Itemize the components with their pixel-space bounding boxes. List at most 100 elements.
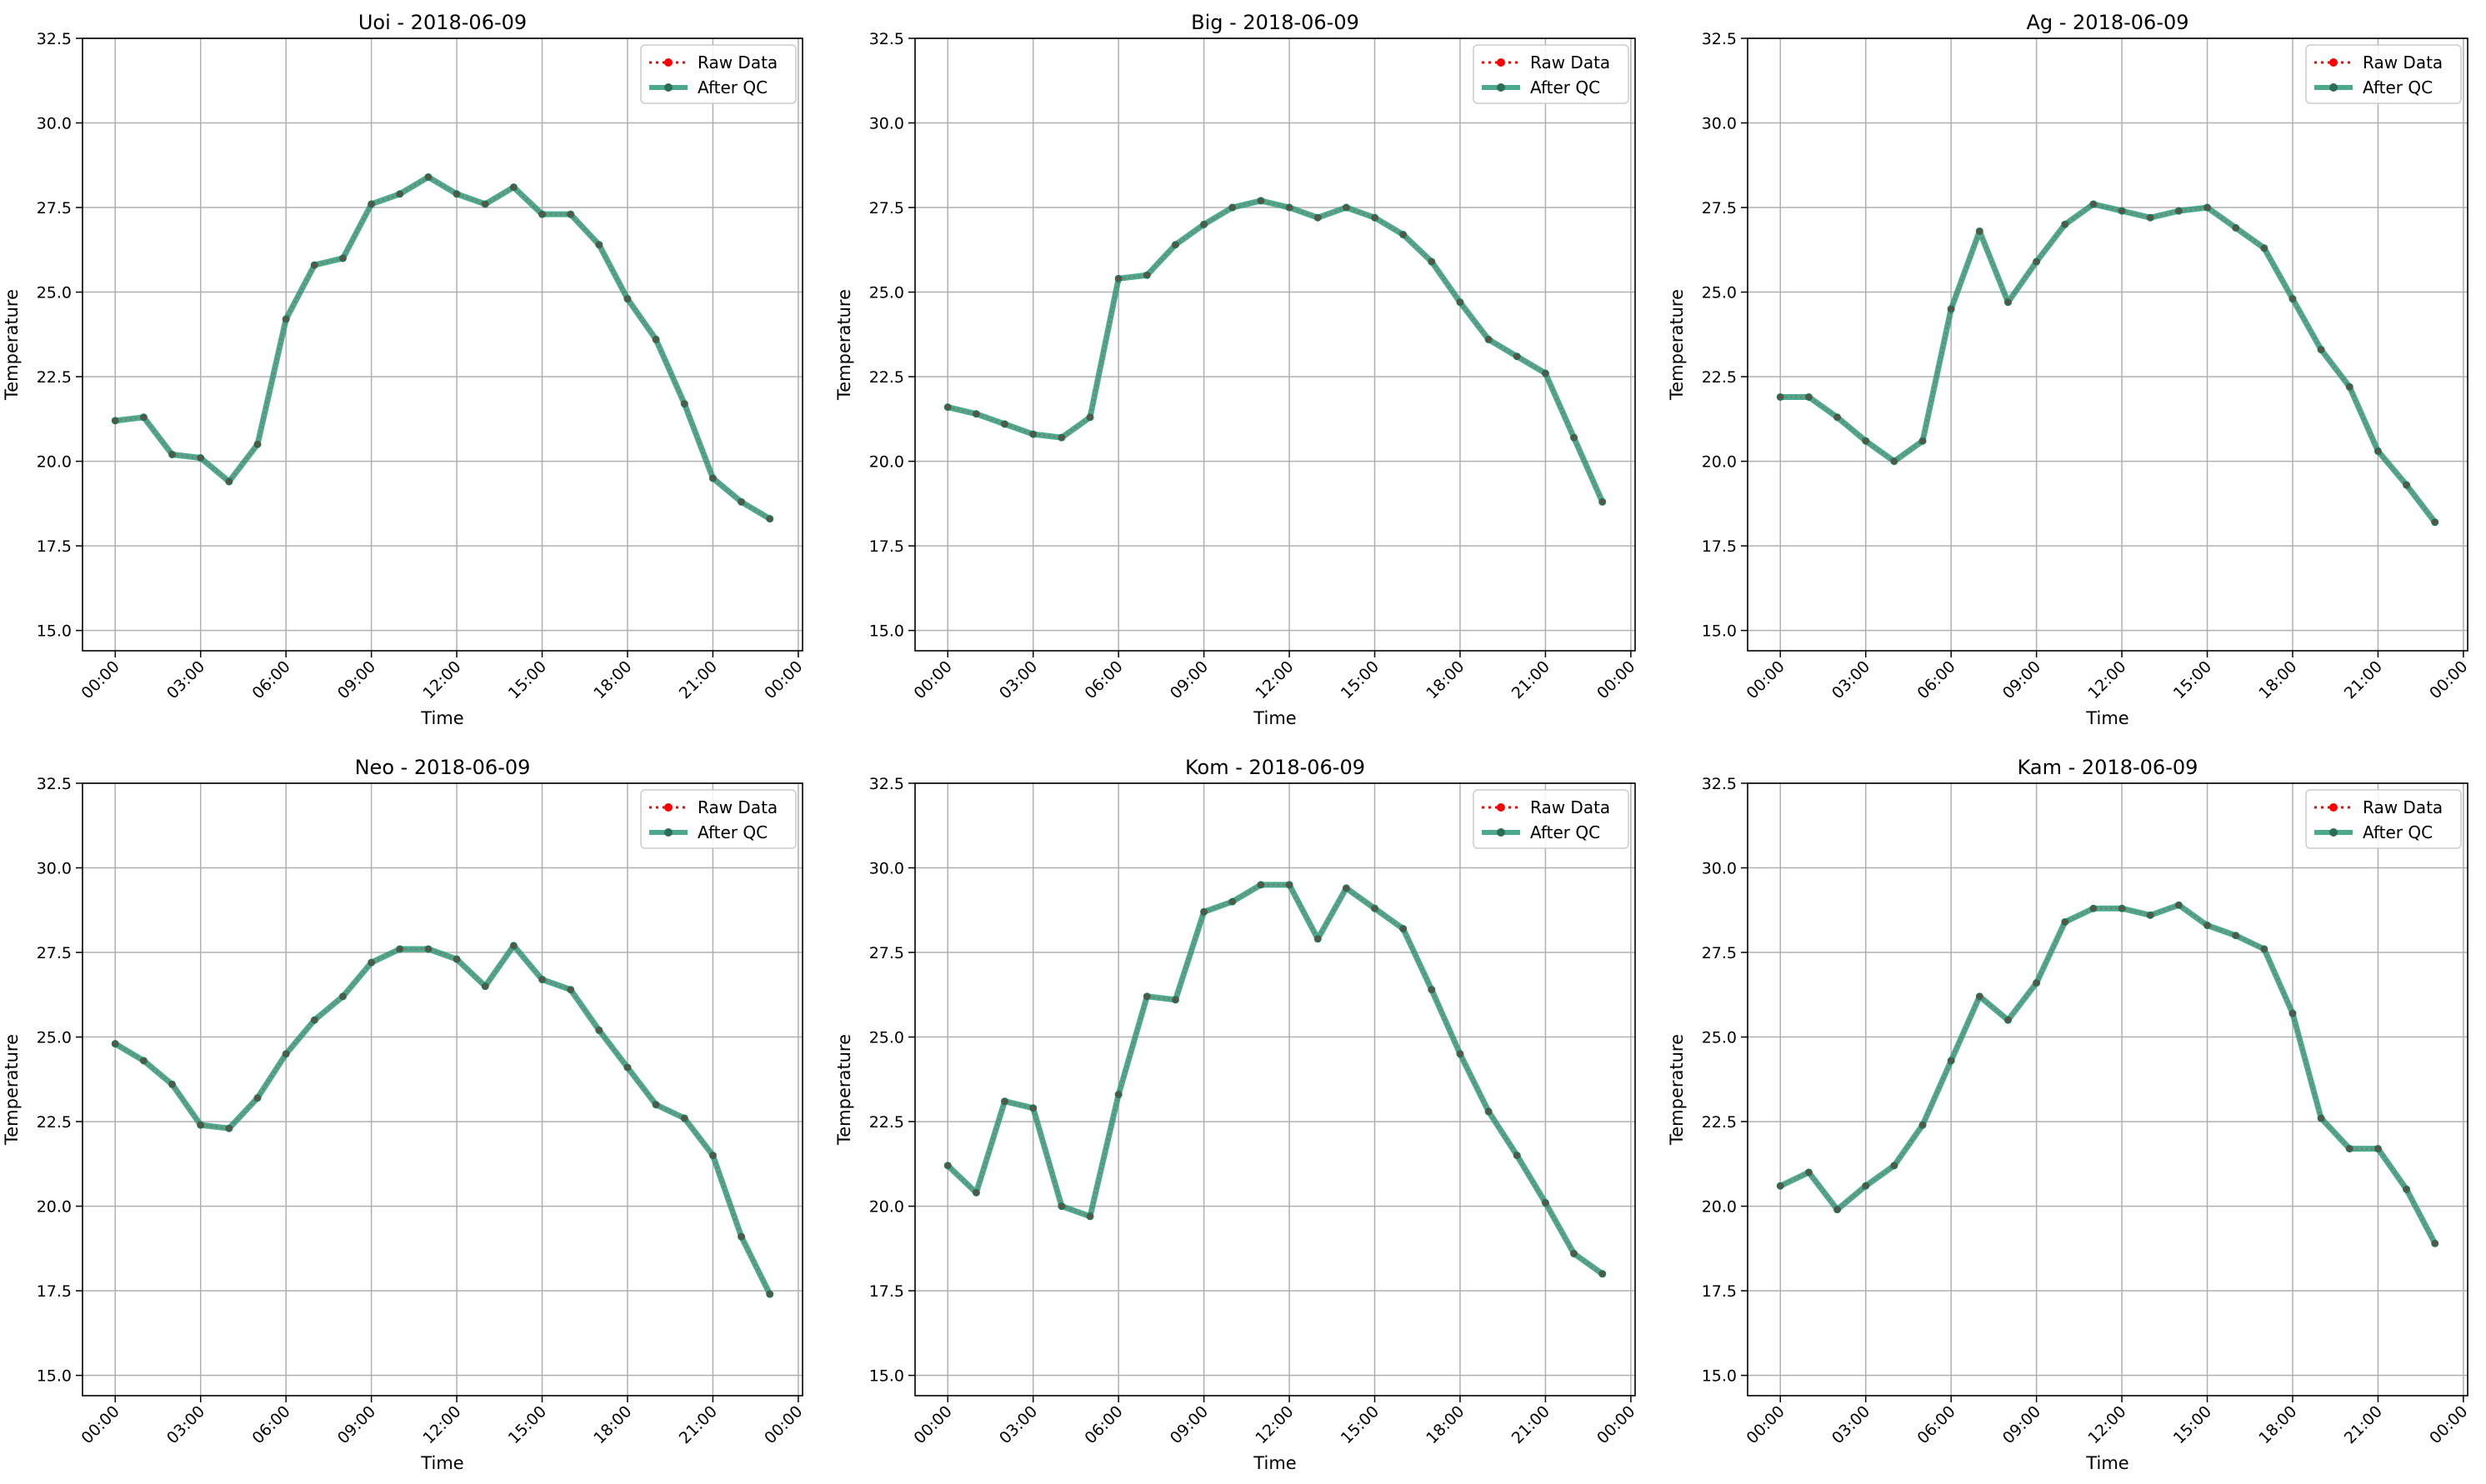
legend-marker-after-qc [1497,828,1505,837]
data-point-after-qc [2033,257,2041,266]
data-point-after-qc [1513,352,1521,361]
series-line-raw-data [1779,904,2436,1244]
x-tick-label: 06:00 [1913,1402,1958,1447]
legend-label-after-qc: After QC [2363,822,2433,842]
data-point-raw-data [1287,882,1292,887]
data-point-after-qc [1200,907,1208,916]
data-point-raw-data [1948,307,1953,312]
x-tick-label: 00:00 [78,1402,123,1447]
x-tick-label: 00:00 [1593,657,1638,702]
data-point-raw-data [1003,1099,1007,1103]
data-point-after-qc [2232,932,2240,940]
data-point-raw-data [1373,907,1377,911]
y-tick-label: 20.0 [1702,453,1737,472]
y-tick-label: 27.5 [1702,199,1737,217]
data-point-after-qc [1399,925,1408,933]
y-tick-label: 27.5 [869,199,904,217]
data-point-raw-data [1429,987,1434,992]
data-point-raw-data [683,402,687,406]
data-point-after-qc [738,1232,746,1241]
data-point-raw-data [711,476,715,481]
data-point-raw-data [1486,337,1491,342]
data-point-raw-data [512,185,516,189]
data-point-after-qc [766,1290,774,1298]
data-point-after-qc [2345,382,2353,391]
series-line-after-qc [114,173,772,522]
data-point-after-qc [453,190,461,198]
series-line-after-qc [945,882,1604,1277]
legend: Raw Data After QC [640,44,797,104]
data-point-raw-data [2433,1242,2437,1246]
x-axis-label: Time [2085,708,2128,728]
legend-label-raw-data: Raw Data [698,797,778,817]
data-point-after-qc [509,183,518,192]
data-point-raw-data [974,412,978,416]
data-point-raw-data [1031,1106,1035,1111]
x-tick-label: 12:00 [1252,657,1297,702]
data-point-raw-data [2318,1116,2323,1121]
y-tick-label: 22.5 [1702,1113,1737,1132]
data-point-raw-data [2205,205,2209,210]
data-point-after-qc [567,210,575,218]
x-tick-label: 00:00 [911,1402,956,1447]
data-point-raw-data [512,943,516,948]
data-point-raw-data [1835,1207,1839,1212]
y-tick-label: 17.5 [37,537,72,556]
y-tick-label: 32.5 [1702,30,1737,48]
data-point-raw-data [2233,933,2238,937]
x-tick-label: 09:00 [1999,1402,2044,1447]
data-point-after-qc [972,410,980,418]
y-tick-label: 32.5 [37,30,72,48]
chart-title: Big - 2018-06-09 [1191,11,1359,34]
data-point-after-qc [2232,223,2240,232]
legend-label-after-qc: After QC [698,77,768,97]
legend-marker-raw-data [2329,803,2338,812]
x-tick-label: 09:00 [1999,657,2044,702]
data-point-after-qc [1890,457,1898,466]
data-point-after-qc [1285,881,1293,889]
data-point-raw-data [2290,297,2295,301]
data-point-raw-data [1458,300,1463,304]
legend-marker-raw-data [664,803,673,812]
axes-frame [1747,782,2468,1397]
data-point-raw-data [1116,1092,1121,1097]
data-point-raw-data [1572,435,1576,440]
data-point-after-qc [680,1114,688,1122]
x-tick-label: 06:00 [248,657,293,702]
data-point-raw-data [2034,981,2038,985]
y-tick-label: 15.0 [1702,1367,1737,1386]
data-point-after-qc [1918,437,1927,445]
data-point-after-qc [2403,1185,2411,1193]
legend-marker-after-qc [1497,83,1505,92]
data-point-raw-data [1202,222,1206,227]
y-tick-label: 32.5 [1702,775,1737,793]
y-tick-label: 20.0 [37,453,72,472]
legend-marker-after-qc [2329,83,2338,92]
data-point-raw-data [142,415,146,420]
data-point-after-qc [2373,1145,2382,1153]
data-point-after-qc [1513,1152,1521,1160]
y-tick-label: 32.5 [37,775,72,793]
data-point-raw-data [625,297,630,301]
chart-panel-6: 15.0 17.5 20.0 22.5 25.0 27.5 30.0 32.5 00:00 03:… [1667,756,2471,1473]
y-axis-label: Temperature [2,289,22,401]
data-point-after-qc [1114,274,1123,282]
x-tick-label: 12:00 [2084,1402,2129,1447]
data-point-after-qc [1171,996,1179,1004]
y-tick-label: 32.5 [869,30,904,48]
chart-title: Ag - 2018-06-09 [2026,11,2188,34]
y-tick-label: 17.5 [1702,537,1737,556]
data-point-raw-data [2262,246,2267,250]
data-point-after-qc [2203,203,2212,212]
data-point-after-qc [2003,1016,2012,1024]
x-tick-label: 00:00 [2426,657,2471,702]
series-line-after-qc [947,197,1605,503]
data-point-after-qc [538,210,547,218]
x-tick-label: 00:00 [2426,1402,2471,1447]
legend-label-after-qc: After QC [2363,77,2433,97]
data-point-after-qc [972,1188,980,1197]
data-point-after-qc [2317,346,2325,354]
legend-marker-after-qc [664,83,673,92]
data-point-after-qc [2317,1114,2325,1122]
